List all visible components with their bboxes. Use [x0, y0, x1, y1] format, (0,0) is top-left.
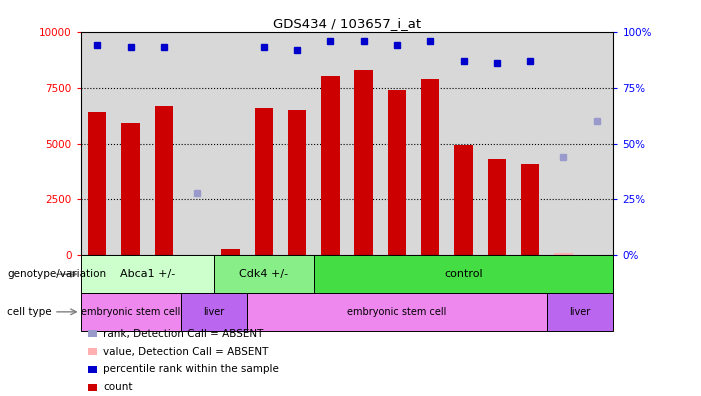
Bar: [388, 90, 406, 255]
Bar: [554, 253, 573, 255]
Text: control: control: [444, 269, 483, 279]
Bar: [554, 253, 573, 255]
Text: percentile rank within the sample: percentile rank within the sample: [103, 364, 279, 375]
Bar: [421, 79, 440, 255]
Bar: [81, 255, 214, 293]
Text: embryonic stem cell: embryonic stem cell: [347, 307, 447, 317]
Bar: [88, 112, 107, 255]
Bar: [521, 164, 539, 255]
Text: liver: liver: [569, 307, 591, 317]
Text: Cdk4 +/-: Cdk4 +/-: [239, 269, 288, 279]
Text: genotype/variation: genotype/variation: [7, 269, 106, 279]
Text: rank, Detection Call = ABSENT: rank, Detection Call = ABSENT: [103, 329, 264, 339]
Bar: [222, 249, 240, 255]
Bar: [355, 70, 373, 255]
Bar: [288, 110, 306, 255]
Bar: [155, 105, 173, 255]
Bar: [181, 293, 247, 331]
Bar: [314, 255, 613, 293]
Bar: [81, 293, 181, 331]
Bar: [247, 293, 547, 331]
Text: liver: liver: [203, 307, 224, 317]
Text: Abca1 +/-: Abca1 +/-: [120, 269, 175, 279]
Text: embryonic stem cell: embryonic stem cell: [81, 307, 180, 317]
Text: cell type: cell type: [7, 307, 52, 317]
Bar: [547, 293, 613, 331]
Bar: [454, 145, 472, 255]
Bar: [321, 76, 339, 255]
Text: value, Detection Call = ABSENT: value, Detection Call = ABSENT: [103, 346, 268, 357]
Bar: [254, 108, 273, 255]
Bar: [121, 124, 139, 255]
Bar: [214, 255, 314, 293]
Bar: [488, 159, 506, 255]
Text: count: count: [103, 382, 132, 392]
Title: GDS434 / 103657_i_at: GDS434 / 103657_i_at: [273, 17, 421, 30]
